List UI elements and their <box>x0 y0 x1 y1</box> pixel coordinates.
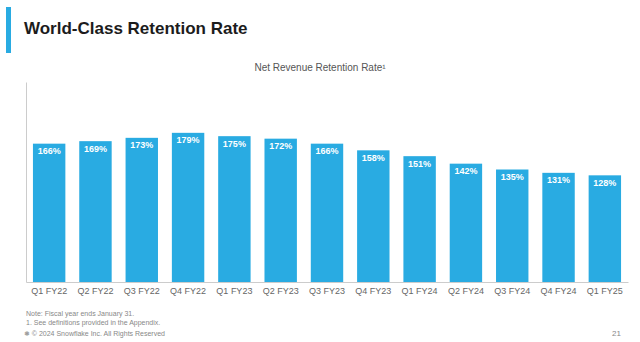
x-tick-label: Q3 FY22 <box>124 286 160 296</box>
footer: Note: Fiscal year ends January 31.1. See… <box>24 310 622 338</box>
bar <box>542 173 574 282</box>
bars <box>33 133 621 282</box>
bar <box>33 144 65 282</box>
data-label: 179% <box>177 135 200 145</box>
x-tick-label: Q4 FY23 <box>355 286 391 296</box>
x-tick-label: Q3 FY23 <box>309 286 345 296</box>
bar <box>403 156 435 282</box>
x-tick: Q3 FY22 <box>124 282 160 296</box>
data-label: 173% <box>130 140 153 150</box>
y-axis <box>26 83 27 283</box>
data-label: 175% <box>223 139 246 149</box>
data-label: 142% <box>454 166 477 176</box>
subtitle: Net Revenue Retention Rate¹ <box>254 62 386 73</box>
x-tick-label: Q1 FY25 <box>587 286 623 296</box>
x-tick-label: Q4 FY22 <box>170 286 206 296</box>
data-label: 166% <box>38 146 61 156</box>
chart: World-Class Retention Rate Net Revenue Re… <box>0 0 640 342</box>
data-label: 135% <box>501 172 524 182</box>
data-labels: 166% 169% 173% 179% 175% 172% 166% 158% 151% 142%… <box>38 135 617 188</box>
bar <box>450 164 482 282</box>
bar <box>79 141 111 282</box>
x-axis-line <box>27 282 629 283</box>
data-label: 128% <box>593 178 616 188</box>
x-tick-label: Q4 FY24 <box>541 286 577 296</box>
y-axis-line <box>26 83 27 283</box>
plot: 166% 169% 173% 179% 175% 172% 166% 158% 151% 142%… <box>27 83 629 297</box>
x-tick-label: Q2 FY24 <box>448 286 484 296</box>
data-label: 172% <box>269 141 292 151</box>
x-tick: Q3 FY23 <box>309 282 345 296</box>
data-label: 166% <box>315 146 338 156</box>
accent-bar <box>6 7 11 53</box>
data-label: 169% <box>84 144 107 154</box>
x-tick: Q2 FY24 <box>448 282 484 296</box>
x-tick-label: Q1 FY24 <box>402 286 438 296</box>
title: World-Class Retention Rate <box>24 19 248 38</box>
x-tick-label: Q2 FY22 <box>77 286 113 296</box>
bar <box>496 170 528 283</box>
bar <box>264 139 296 282</box>
x-axis: Q1 FY22 Q2 FY22 Q3 FY22 Q4 FY22 Q1 FY23 Q2 FY… <box>27 282 629 296</box>
x-tick: Q1 FY25 <box>587 282 623 296</box>
x-tick: Q3 FY24 <box>494 282 530 296</box>
x-tick-label: Q1 FY23 <box>216 286 252 296</box>
x-tick: Q1 FY23 <box>216 282 252 296</box>
annotation: 21 <box>612 329 621 338</box>
bar <box>357 150 389 282</box>
x-tick: Q1 FY24 <box>402 282 438 296</box>
x-tick-label: Q3 FY24 <box>494 286 530 296</box>
data-label: 151% <box>408 159 431 169</box>
annotation: 1. See definitions provided in the Appen… <box>26 319 160 327</box>
bar <box>172 133 204 282</box>
x-tick: Q2 FY23 <box>263 282 299 296</box>
data-label: 131% <box>547 175 570 185</box>
bar <box>218 136 250 282</box>
x-tick: Q1 FY22 <box>31 282 67 296</box>
annotation: Note: Fiscal year ends January 31. <box>26 310 134 318</box>
x-tick: Q2 FY22 <box>77 282 113 296</box>
x-tick-label: Q2 FY23 <box>263 286 299 296</box>
data-label: 158% <box>362 153 385 163</box>
bar <box>589 175 621 282</box>
x-tick: Q4 FY22 <box>170 282 206 296</box>
annotation: ❅ © 2024 Snowflake Inc. All Rights Reser… <box>24 330 165 338</box>
x-tick: Q4 FY23 <box>355 282 391 296</box>
x-tick: Q4 FY24 <box>541 282 577 296</box>
bar <box>311 144 343 282</box>
x-tick-label: Q1 FY22 <box>31 286 67 296</box>
bar <box>126 138 158 282</box>
